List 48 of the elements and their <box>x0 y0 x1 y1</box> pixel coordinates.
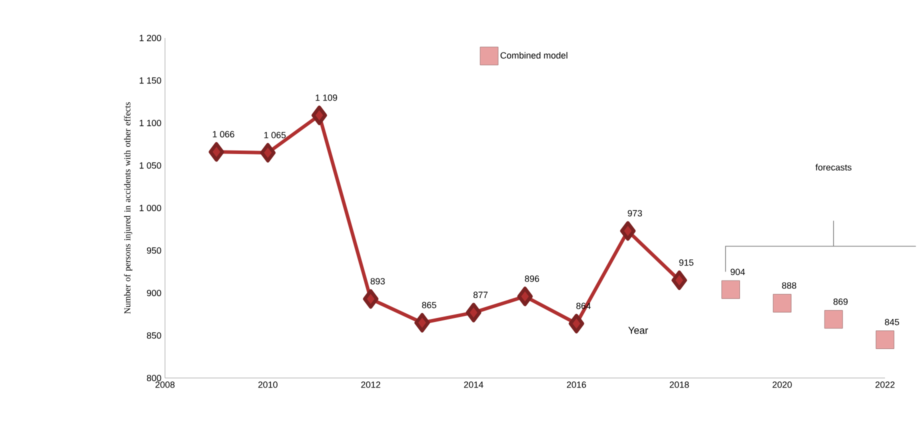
data-label: 877 <box>473 292 488 298</box>
point <box>672 270 688 290</box>
y-tick-label: 950 <box>146 247 162 254</box>
y-tick-label: 850 <box>146 332 162 339</box>
data-label: 845 <box>884 318 900 326</box>
x-tick-label: 2022 <box>875 382 895 388</box>
y-axis-title: Number of persons injured in accidents with other effects <box>124 102 132 314</box>
x-tick-label: 2012 <box>361 382 380 388</box>
point <box>312 106 328 126</box>
data-label: 973 <box>628 210 642 216</box>
y-tick-label: 1 150 <box>140 77 162 84</box>
y-tick-label: 1 200 <box>140 34 162 42</box>
data-label: 865 <box>422 302 436 308</box>
point <box>620 221 636 241</box>
x-tick-label: 2018 <box>670 382 689 388</box>
x-tick-label: 2020 <box>772 382 792 388</box>
y-tick-label: 800 <box>146 374 162 382</box>
data-label: 1 066 <box>212 131 234 138</box>
data-label: 904 <box>730 268 745 276</box>
y-tick-label: 1 050 <box>140 162 162 169</box>
data-label: 1 065 <box>264 132 286 138</box>
x-tick-label: 2014 <box>464 382 484 388</box>
y-tick-label: 1 000 <box>140 204 162 212</box>
point <box>260 143 276 162</box>
point <box>772 294 792 312</box>
point <box>362 289 378 309</box>
point <box>208 142 224 162</box>
x-tick-label: 2016 <box>566 382 586 388</box>
point <box>824 310 843 329</box>
data-label: 888 <box>782 282 796 289</box>
point <box>876 330 894 349</box>
point <box>466 302 482 322</box>
data-label: 869 <box>833 298 848 305</box>
data-label: 896 <box>524 276 540 282</box>
x-tick-label: 2008 <box>155 382 175 388</box>
data-label: 1 109 <box>316 94 338 101</box>
x-tick-label: 2010 <box>258 382 278 388</box>
legend-label: Combined model <box>500 52 568 59</box>
point <box>517 286 533 306</box>
point <box>414 313 430 332</box>
y-tick-label: 1 100 <box>140 120 162 126</box>
y-tick-label: 900 <box>146 290 162 296</box>
point <box>722 280 740 299</box>
annotation: forecasts <box>816 164 852 170</box>
data-label: 893 <box>370 278 385 284</box>
x-axis-title: Year <box>628 326 648 334</box>
data-label: 915 <box>679 259 694 266</box>
point <box>568 314 584 334</box>
